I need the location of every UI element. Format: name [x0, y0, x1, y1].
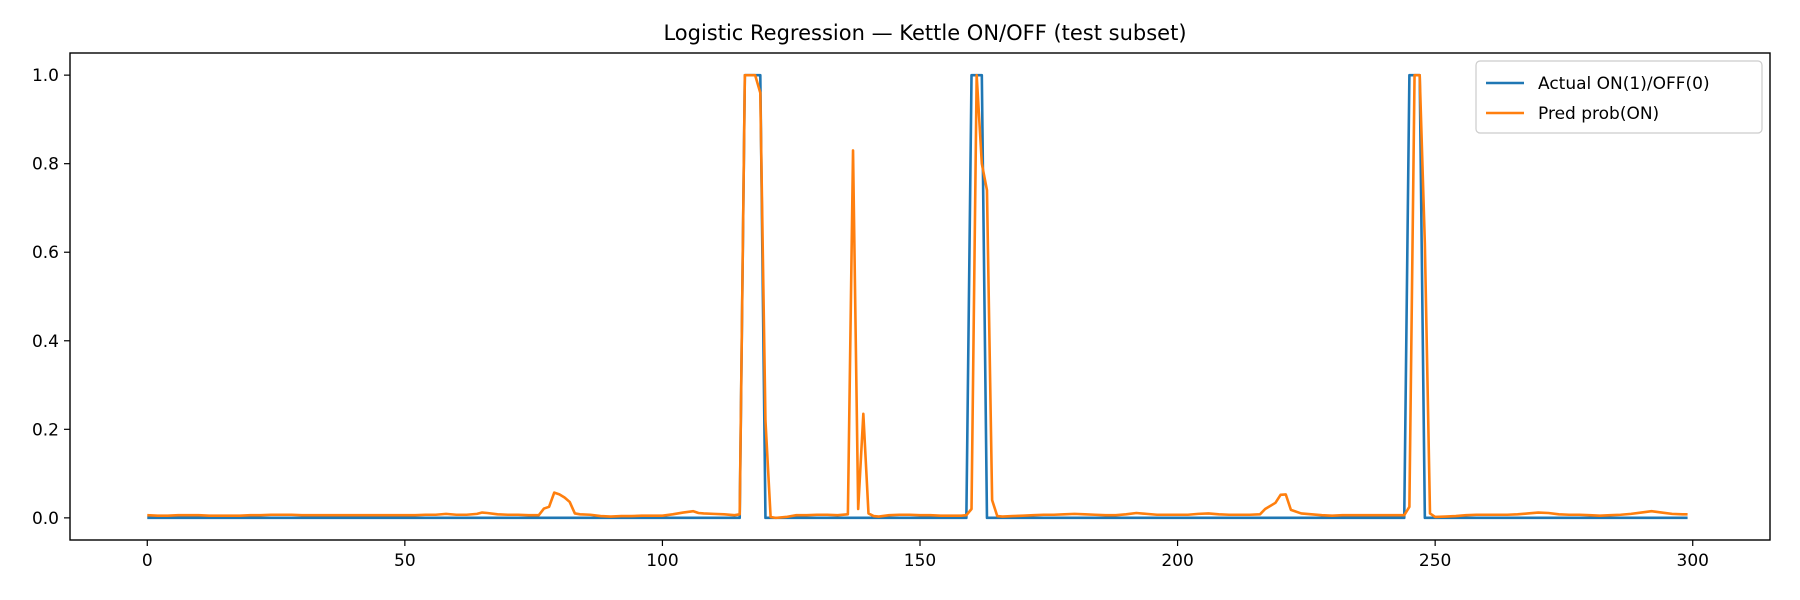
x-axis: 0 50 100 150 200 250 300 — [142, 540, 1709, 571]
x-tick-label: 200 — [1161, 551, 1193, 571]
series-layer — [147, 73, 1688, 520]
x-tick-label: 100 — [646, 551, 678, 571]
y-axis: 0.0 0.2 0.4 0.6 0.8 1.0 — [32, 66, 70, 529]
series-line-pred — [147, 73, 1688, 520]
y-tick-label: 0.2 — [32, 420, 59, 440]
y-tick-label: 0.6 — [32, 243, 59, 263]
legend-box — [1475, 60, 1763, 134]
plot-area — [69, 52, 1771, 541]
legend: Actual ON(1)/OFF(0) Pred prob(ON) — [1475, 60, 1763, 134]
x-tick-label: 0 — [142, 551, 153, 571]
chart-title: Logistic Regression — Kettle ON/OFF (tes… — [663, 21, 1186, 45]
legend-label: Actual ON(1)/OFF(0) — [1538, 74, 1710, 94]
plot-background — [70, 53, 1770, 540]
y-tick-label: 1.0 — [32, 66, 59, 86]
x-tick-label: 50 — [394, 551, 416, 571]
y-tick-label: 0.4 — [32, 332, 59, 352]
y-tick-label: 0.0 — [32, 509, 59, 529]
x-tick-label: 250 — [1419, 551, 1451, 571]
x-tick-label: 300 — [1677, 551, 1709, 571]
x-tick-label: 150 — [904, 551, 936, 571]
legend-label: Pred prob(ON) — [1538, 104, 1659, 124]
y-tick-label: 0.8 — [32, 155, 59, 175]
